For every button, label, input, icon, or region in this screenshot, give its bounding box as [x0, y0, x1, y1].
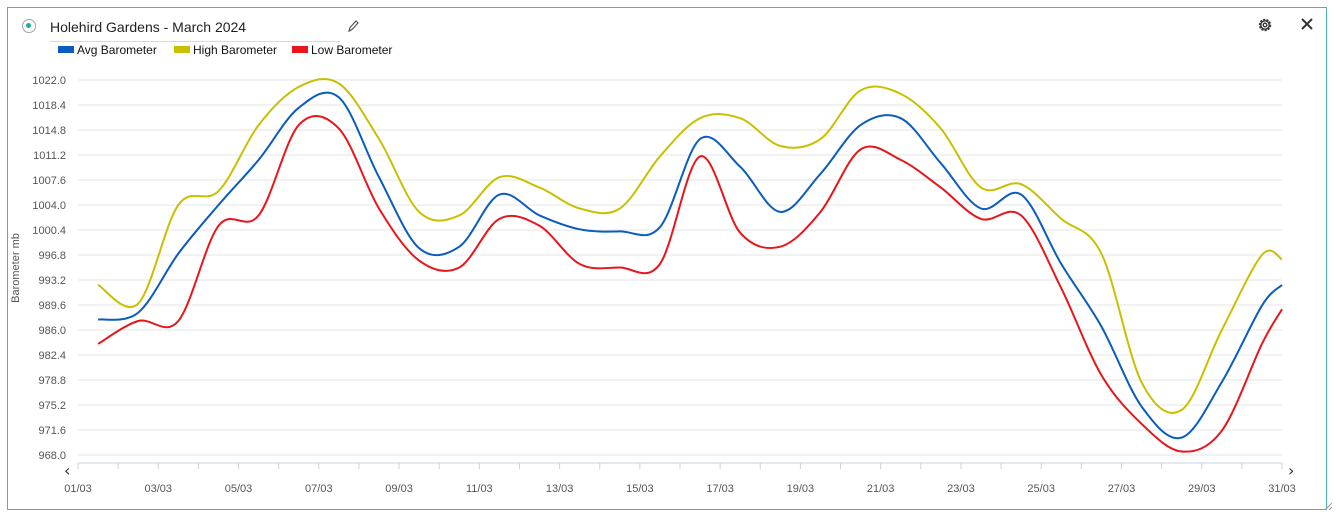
grid-lines: [78, 79, 1282, 456]
y-tick-label: 978.8: [38, 375, 66, 387]
y-tick-label: 1004.0: [32, 200, 66, 212]
x-tick-label: 11/03: [466, 483, 493, 495]
x-tick-label: 23/03: [947, 483, 975, 495]
legend-swatch-low: [292, 46, 308, 54]
y-tick-label: 993.2: [38, 275, 66, 287]
x-tick-label: 21/03: [867, 483, 895, 495]
y-tick-label: 1000.4: [32, 225, 66, 237]
chevron-left-icon[interactable]: ‹: [64, 461, 70, 480]
resize-grip-icon[interactable]: [1324, 502, 1333, 511]
series-lines: [97, 77, 1283, 453]
y-tick-label: 1014.8: [32, 125, 66, 137]
x-tick-label: 13/03: [546, 483, 574, 495]
gear-icon[interactable]: [1256, 16, 1274, 34]
y-tick-label: 1022.0: [32, 75, 66, 87]
legend-swatch-avg: [58, 46, 74, 54]
y-tick-label: 975.2: [38, 400, 66, 412]
legend-label-avg: Avg Barometer: [77, 43, 157, 57]
y-tick-label: 982.4: [38, 350, 66, 362]
series-line-low-barometer[interactable]: [97, 115, 1283, 453]
y-tick-label: 1011.2: [33, 150, 66, 162]
chevron-right-icon[interactable]: ›: [1288, 461, 1294, 480]
y-tick-label: 1018.4: [32, 100, 66, 112]
y-axis-title: Barometer mb: [10, 233, 22, 303]
x-tick-label: 09/03: [385, 483, 413, 495]
y-tick-label: 986.0: [38, 325, 66, 337]
x-tick-label: 05/03: [225, 483, 253, 495]
series-line-high-barometer[interactable]: [97, 77, 1283, 414]
x-tick-label: 19/03: [787, 483, 815, 495]
x-tick-label: 27/03: [1108, 483, 1136, 495]
x-tick-label: 29/03: [1188, 483, 1216, 495]
status-dot-icon[interactable]: [22, 19, 36, 33]
x-tick-label: 15/03: [626, 483, 654, 495]
y-tick-label: 989.6: [38, 300, 66, 312]
x-axis-ticks: 01/03 03/03 05/03 07/03 09/03 11/03 13/03 15/03…: [64, 462, 1296, 495]
x-tick-label: 01/03: [64, 483, 92, 495]
legend-label-high: High Barometer: [193, 43, 278, 57]
legend-swatch-high: [174, 46, 190, 54]
y-tick-label: 971.6: [38, 425, 66, 437]
x-tick-label: 03/03: [145, 483, 173, 495]
y-tick-label: 968.0: [38, 450, 66, 462]
close-icon[interactable]: [1299, 16, 1315, 32]
x-tick-label: 31/03: [1268, 483, 1296, 495]
chart-widget: [7, 7, 1327, 510]
x-tick-label: 25/03: [1027, 483, 1055, 495]
legend-item-high[interactable]: High Barometer: [174, 42, 277, 58]
x-tick-label: 07/03: [305, 483, 333, 495]
x-tick-label: 17/03: [706, 483, 734, 495]
legend-item-avg[interactable]: Avg Barometer: [58, 42, 157, 58]
legend-item-low[interactable]: Low Barometer: [292, 42, 392, 58]
y-tick-label: 1007.6: [32, 175, 66, 187]
legend-label-low: Low Barometer: [311, 43, 393, 57]
widget-title[interactable]: Holehird Gardens - March 2024: [50, 17, 340, 42]
y-axis-ticks: 968.0 971.6 975.2 978.8 982.4 986.0 989.6 993.2…: [32, 75, 66, 462]
series-line-avg-barometer[interactable]: [97, 91, 1283, 440]
y-tick-label: 996.8: [38, 250, 66, 262]
pencil-icon[interactable]: [346, 18, 360, 34]
